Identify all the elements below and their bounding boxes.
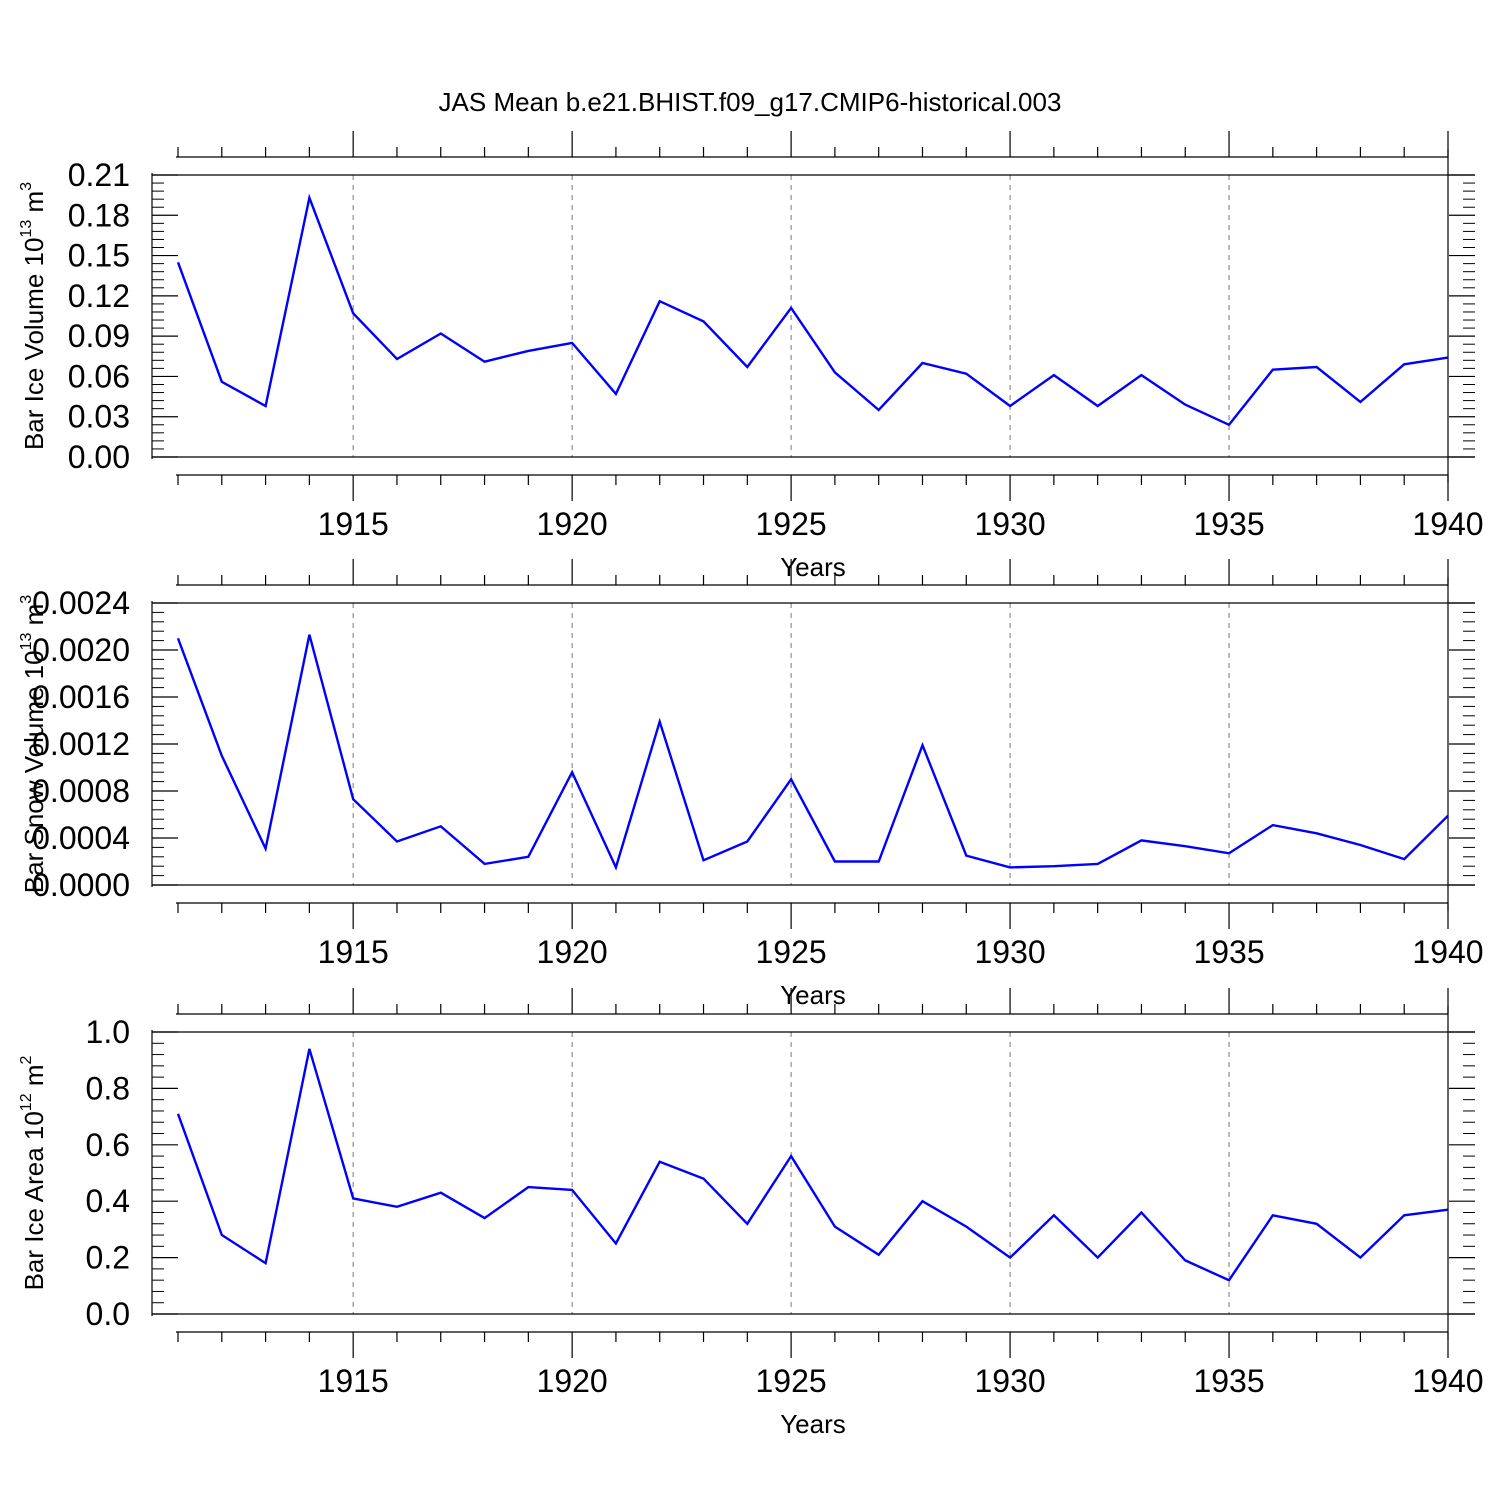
panel-3: 1915 1920 1925 1930 1935 1940 Years 0.0 0.2 0.4 0.… [18, 988, 1484, 1439]
x-tick-label: 1940 [1412, 1363, 1483, 1399]
y-tick-label: 0.06 [68, 358, 130, 394]
x-tick-label: 1935 [1193, 1363, 1264, 1399]
x-tick-label: 1920 [537, 506, 608, 542]
x-tick-label: 1925 [756, 934, 827, 970]
y-tick-label: 0.00 [68, 439, 130, 475]
y-tick-label: 0.0012 [32, 726, 130, 762]
y-tick-label: 0.21 [68, 157, 130, 193]
x-tick-label: 1940 [1412, 934, 1483, 970]
y-axis-title: Bar Ice Volume 1013 m3 [18, 182, 49, 450]
y-tick-label: 0.0024 [32, 585, 130, 621]
x-tick-label: 1920 [537, 1363, 608, 1399]
series-line [176, 1048, 1449, 1282]
y-tick-label: 0.8 [86, 1070, 130, 1106]
y-tick-label: 0.0016 [32, 679, 130, 715]
x-tick-label: 1930 [974, 934, 1045, 970]
y-tick-label: 0.0004 [32, 820, 130, 856]
y-tick-label: 0.6 [86, 1127, 130, 1163]
y-tick-label: 0.15 [68, 238, 130, 274]
y-tick-label: 0.2 [86, 1240, 130, 1276]
x-tick-label: 1940 [1412, 506, 1483, 542]
y-tick-label: 0.09 [68, 318, 130, 354]
x-axis-title: Years [780, 1409, 846, 1439]
x-tick-label: 1930 [974, 1363, 1045, 1399]
x-axis-title: Years [780, 552, 846, 582]
x-tick-label: 1930 [974, 506, 1045, 542]
x-tick-label: 1925 [756, 506, 827, 542]
x-tick-label: 1935 [1193, 934, 1264, 970]
x-tick-label: 1915 [318, 934, 389, 970]
y-axis-title: Bar Snow Volume 1013 m3 [18, 595, 49, 894]
x-tick-label: 1915 [318, 506, 389, 542]
y-tick-label: 0.03 [68, 399, 130, 435]
series-line [176, 193, 1449, 427]
figure-title: JAS Mean b.e21.BHIST.f09_g17.CMIP6-histo… [439, 87, 1062, 117]
panel-1: 1915 1920 1925 1930 1935 1940 Years 0.00 0.03 0.0… [18, 131, 1484, 582]
y-tick-label: 1.0 [86, 1014, 130, 1050]
y-tick-label: 0.18 [68, 197, 130, 233]
x-tick-label: 1925 [756, 1363, 827, 1399]
series-line [176, 634, 1449, 871]
y-tick-label: 0.4 [86, 1183, 130, 1219]
y-axis-title: Bar Ice Area 1012 m2 [18, 1055, 49, 1290]
x-axis-title: Years [780, 980, 846, 1010]
y-tick-label: 0.0020 [32, 632, 130, 668]
y-tick-label: 0.0000 [32, 867, 130, 903]
x-tick-label: 1920 [537, 934, 608, 970]
y-tick-label: 0.0008 [32, 773, 130, 809]
panel-2: 1915 1920 1925 1930 1935 1940 Years 0.0000 0.000… [18, 559, 1484, 1010]
x-tick-label: 1935 [1193, 506, 1264, 542]
y-tick-label: 0.12 [68, 278, 130, 314]
y-tick-label: 0.0 [86, 1296, 130, 1332]
x-tick-label: 1915 [318, 1363, 389, 1399]
